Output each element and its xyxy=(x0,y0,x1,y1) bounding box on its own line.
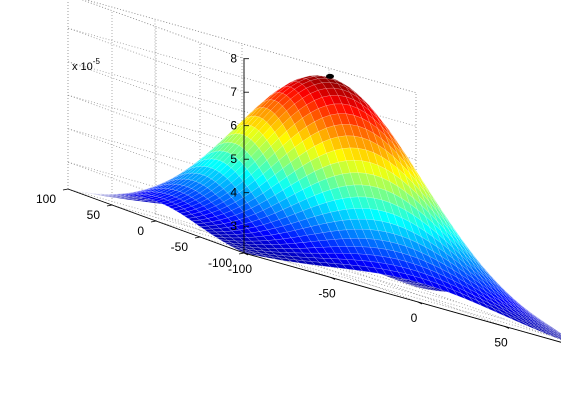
surface-facet xyxy=(556,332,561,337)
box-edge xyxy=(85,0,417,94)
x-tick-label: -50 xyxy=(318,287,336,301)
y-tick-mark xyxy=(150,220,157,223)
x-tick-mark xyxy=(243,252,249,256)
y-tick-mark xyxy=(62,188,69,191)
z-tick-label: 7 xyxy=(230,85,237,99)
z-tick-label: 3 xyxy=(230,219,237,233)
grid-lines xyxy=(67,0,561,343)
y-tick-label: 50 xyxy=(87,208,101,222)
y-tick-label: -100 xyxy=(208,256,232,270)
surface-facet xyxy=(551,328,561,334)
y-tick-label: 100 xyxy=(36,192,56,206)
z-tick-label: 6 xyxy=(230,119,237,133)
y-tick-mark xyxy=(106,204,113,207)
z-tick-label: 4 xyxy=(230,186,237,200)
grid-line xyxy=(415,286,561,341)
z-tick-label: 5 xyxy=(230,152,237,166)
y-tick-mark xyxy=(238,252,245,255)
x-tick-label: -100 xyxy=(228,262,252,276)
grid-line xyxy=(67,27,245,93)
surface-facet xyxy=(556,334,561,338)
axes xyxy=(62,58,561,343)
grid-line xyxy=(67,61,245,127)
grid-line xyxy=(67,61,417,161)
grid-line xyxy=(328,262,506,327)
y-tick-label: 0 xyxy=(137,224,144,238)
x-tick-mark xyxy=(330,277,336,280)
y-tick-mark xyxy=(194,236,201,239)
grid-line xyxy=(67,128,245,194)
surface-facet xyxy=(556,336,561,340)
box-edge xyxy=(81,0,245,60)
x-tick-mark xyxy=(417,301,423,305)
z-exponent-label: x 10-5 xyxy=(72,57,100,73)
z-tick-label: 8 xyxy=(230,52,237,66)
grid-line xyxy=(155,220,505,320)
surface-facet xyxy=(556,331,561,335)
y-tick-label: -50 xyxy=(171,240,189,254)
grid-line xyxy=(67,27,417,127)
surface-mesh xyxy=(67,73,561,340)
surface-facet xyxy=(560,335,561,337)
x-tick-mark xyxy=(504,326,510,329)
x-tick-label: 0 xyxy=(411,311,418,325)
x-tick-label: 50 xyxy=(494,336,508,350)
peak-marker xyxy=(326,73,334,79)
grid-line xyxy=(67,94,245,160)
